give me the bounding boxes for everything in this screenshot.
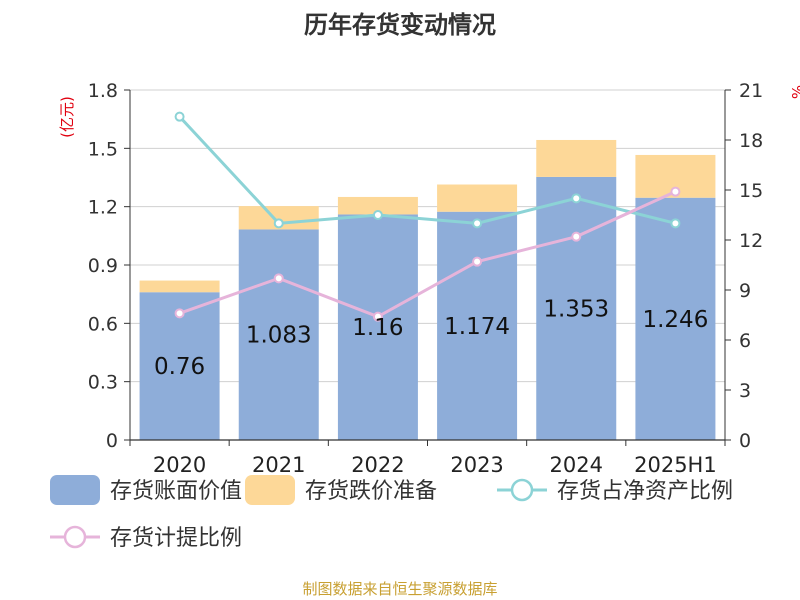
bar-value-label: 1.353: [543, 296, 609, 322]
x-tick-label: 2020: [153, 453, 206, 477]
line-point: [174, 111, 185, 122]
legend-marker: [510, 478, 534, 502]
legend-label: 存货账面价值: [110, 479, 242, 504]
right-tick-label: 9: [739, 280, 751, 302]
x-tick-label: 2024: [550, 453, 603, 477]
bar-value-label: 0.76: [154, 354, 205, 380]
right-tick-label: 6: [739, 330, 751, 352]
right-axis-unit: %: [789, 85, 800, 99]
bar-book-value: [337, 214, 418, 440]
left-tick-label: 1.5: [88, 138, 118, 160]
series-lines: [174, 111, 681, 322]
line-point: [472, 218, 483, 229]
line-provision-ratio: [179, 190, 677, 319]
line-point: [571, 231, 582, 242]
x-tick-label: 2022: [351, 453, 404, 477]
x-tick-label: 2023: [450, 453, 503, 477]
data-source: 制图数据来自恒生聚源数据库: [302, 580, 497, 598]
grid-lines: [130, 89, 725, 383]
line-point: [670, 218, 681, 229]
right-tick-label: 0: [739, 430, 751, 452]
left-tick-label: 1.8: [88, 80, 118, 102]
left-tick-label: 0.9: [88, 255, 118, 277]
line-point: [372, 210, 383, 220]
bar-impairment: [238, 206, 319, 230]
right-tick-label: 18: [739, 130, 763, 152]
bar-book-value: [635, 197, 716, 440]
left-tick-label: 0: [106, 430, 118, 452]
line-point: [273, 273, 284, 284]
bar-impairment: [437, 184, 518, 212]
left-tick-label: 0.3: [88, 372, 118, 394]
legend-swatch: [50, 475, 100, 505]
bar-value-label: 1.174: [444, 314, 510, 340]
line-net-asset-ratio: [178, 115, 676, 225]
line-point: [472, 256, 483, 267]
legend-marker: [63, 525, 87, 549]
legend-label: 存货跌价准备: [305, 479, 437, 504]
bar-impairment: [337, 196, 418, 215]
bars: [139, 139, 716, 440]
bar-impairment: [139, 280, 220, 293]
right-tick-label: 15: [739, 180, 763, 202]
line-point: [174, 308, 185, 319]
bar-value-label: 1.083: [246, 323, 312, 349]
axes: 0 0.3 0.6 0.9 1.2 1.5 1.8 0 3 6 9 12 15 18 21 2020 2021 2…: [88, 80, 763, 477]
legend-swatch: [245, 475, 295, 505]
chart-title: 历年存货变动情况: [304, 11, 496, 39]
line-point: [571, 193, 582, 204]
left-tick-label: 0.6: [88, 313, 118, 335]
legend-label: 存货计提比例: [110, 526, 242, 551]
bar-book-value: [437, 211, 518, 440]
bar-value-label: 1.16: [352, 315, 403, 341]
bar-book-value: [536, 176, 617, 440]
x-tick-label: 2025H1: [634, 453, 717, 477]
line-point: [372, 311, 383, 322]
line-point: [670, 186, 681, 197]
bar-labels: 0.76 1.083 1.16 1.174 1.353 1.246: [154, 296, 708, 380]
right-tick-label: 21: [739, 80, 763, 102]
x-tick-label: 2021: [252, 453, 305, 477]
bar-value-label: 1.246: [642, 307, 708, 333]
right-tick-label: 3: [739, 380, 751, 402]
line-point: [273, 218, 284, 229]
legend-label: 存货占净资产比例: [557, 479, 733, 504]
right-tick-label: 12: [739, 230, 763, 252]
left-tick-label: 1.2: [88, 197, 118, 219]
bar-book-value: [238, 229, 319, 440]
left-axis-unit: (亿元): [58, 96, 76, 138]
bar-impairment: [536, 139, 617, 177]
